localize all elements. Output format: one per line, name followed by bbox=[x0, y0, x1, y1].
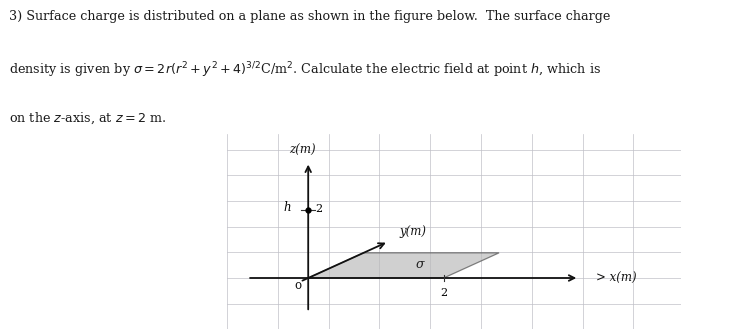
Text: 2: 2 bbox=[440, 288, 447, 298]
Text: 2: 2 bbox=[315, 204, 322, 214]
Text: density is given by $\sigma = 2r(r^2 + y^2 + 4)^{3/2}$C/m$^2$. Calculate the ele: density is given by $\sigma = 2r(r^2 + y… bbox=[9, 60, 601, 80]
Text: σ: σ bbox=[416, 258, 425, 271]
Text: h: h bbox=[283, 201, 291, 214]
Text: y(m): y(m) bbox=[400, 225, 427, 238]
Text: z(m): z(m) bbox=[289, 143, 316, 157]
Polygon shape bbox=[308, 253, 499, 278]
Text: 3) Surface charge is distributed on a plane as shown in the figure below.  The s: 3) Surface charge is distributed on a pl… bbox=[9, 10, 610, 23]
Text: on the $z$-axis, at $z = 2$ m.: on the $z$-axis, at $z = 2$ m. bbox=[9, 111, 166, 126]
Text: > x(m): > x(m) bbox=[596, 272, 637, 285]
Text: o: o bbox=[294, 279, 302, 292]
